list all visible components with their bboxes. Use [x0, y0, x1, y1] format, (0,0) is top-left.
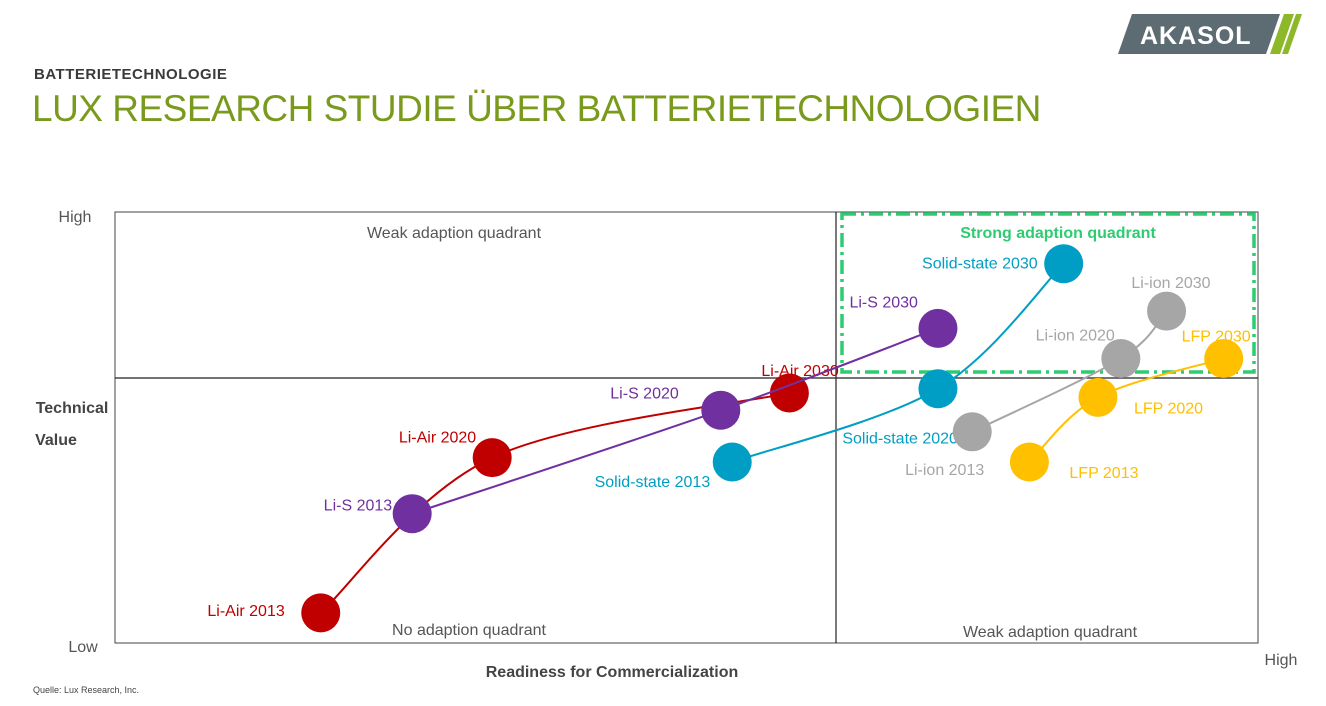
point-li-air-3 — [769, 373, 809, 413]
point-li-ion-3 — [1147, 291, 1187, 331]
point-label-li-ion-2: Li-ion 2020 — [1036, 328, 1115, 345]
point-label-li-air-1: Li-Air 2013 — [207, 603, 284, 620]
y-axis-low-label: Low — [68, 639, 98, 656]
logo-text: AKASOL — [1140, 22, 1252, 50]
point-label-solid-state-2: Solid-state 2020 — [842, 431, 958, 448]
point-label-li-ion-1: Li-ion 2013 — [905, 462, 984, 479]
point-label-li-ion-3: Li-ion 2030 — [1131, 275, 1210, 292]
point-li-s-3 — [918, 308, 958, 348]
quadrant-label-bottom-left: No adaption quadrant — [392, 622, 546, 639]
point-label-lfp-1: LFP 2013 — [1069, 465, 1138, 482]
point-lfp-3 — [1204, 339, 1244, 379]
page-title: LUX RESEARCH STUDIE ÜBER BATTERIETECHNOL… — [32, 88, 1041, 129]
plot-frame — [114, 211, 1259, 644]
source-note: Quelle: Lux Research, Inc. — [33, 685, 140, 695]
point-label-lfp-3: LFP 2030 — [1182, 329, 1251, 346]
y-axis-title-line2: Value — [35, 432, 77, 449]
point-label-li-air-3: Li-Air 2030 — [761, 363, 838, 380]
point-label-li-air-2: Li-Air 2020 — [399, 430, 476, 447]
point-lfp-1 — [1009, 442, 1049, 482]
y-axis-high-label: High — [59, 209, 92, 226]
strong-quadrant-box — [840, 212, 1256, 374]
point-label-li-s-1: Li-S 2013 — [324, 498, 393, 515]
point-label-li-s-3: Li-S 2030 — [849, 294, 918, 311]
point-label-solid-state-3: Solid-state 2030 — [922, 256, 1038, 273]
point-li-s-2 — [701, 390, 741, 430]
akasol-logo — [1118, 14, 1302, 54]
point-label-li-s-2: Li-S 2020 — [610, 385, 679, 402]
x-axis-high-label: High — [1265, 652, 1298, 669]
point-li-air-2 — [472, 438, 512, 478]
point-li-air-1 — [301, 593, 341, 633]
quadrant-label-bottom-right: Weak adaption quadrant — [963, 624, 1138, 641]
section-kicker: BATTERIETECHNOLOGIE — [34, 66, 228, 83]
x-axis-title: Readiness for Commercialization — [486, 664, 739, 681]
quadrant-label-top-left: Weak adaption quadrant — [367, 225, 542, 242]
point-solid-state-2 — [918, 369, 958, 409]
point-li-ion-2 — [1101, 339, 1141, 379]
point-solid-state-3 — [1044, 244, 1084, 284]
point-lfp-2 — [1078, 377, 1118, 417]
quadrant-label-top-right: Strong adaption quadrant — [960, 225, 1156, 242]
point-solid-state-1 — [712, 442, 752, 482]
point-label-solid-state-1: Solid-state 2013 — [595, 474, 711, 491]
y-axis-title-line1: Technical — [36, 400, 109, 417]
point-li-ion-1 — [952, 412, 992, 452]
point-li-s-1 — [392, 494, 432, 534]
point-label-lfp-2: LFP 2020 — [1134, 400, 1203, 417]
